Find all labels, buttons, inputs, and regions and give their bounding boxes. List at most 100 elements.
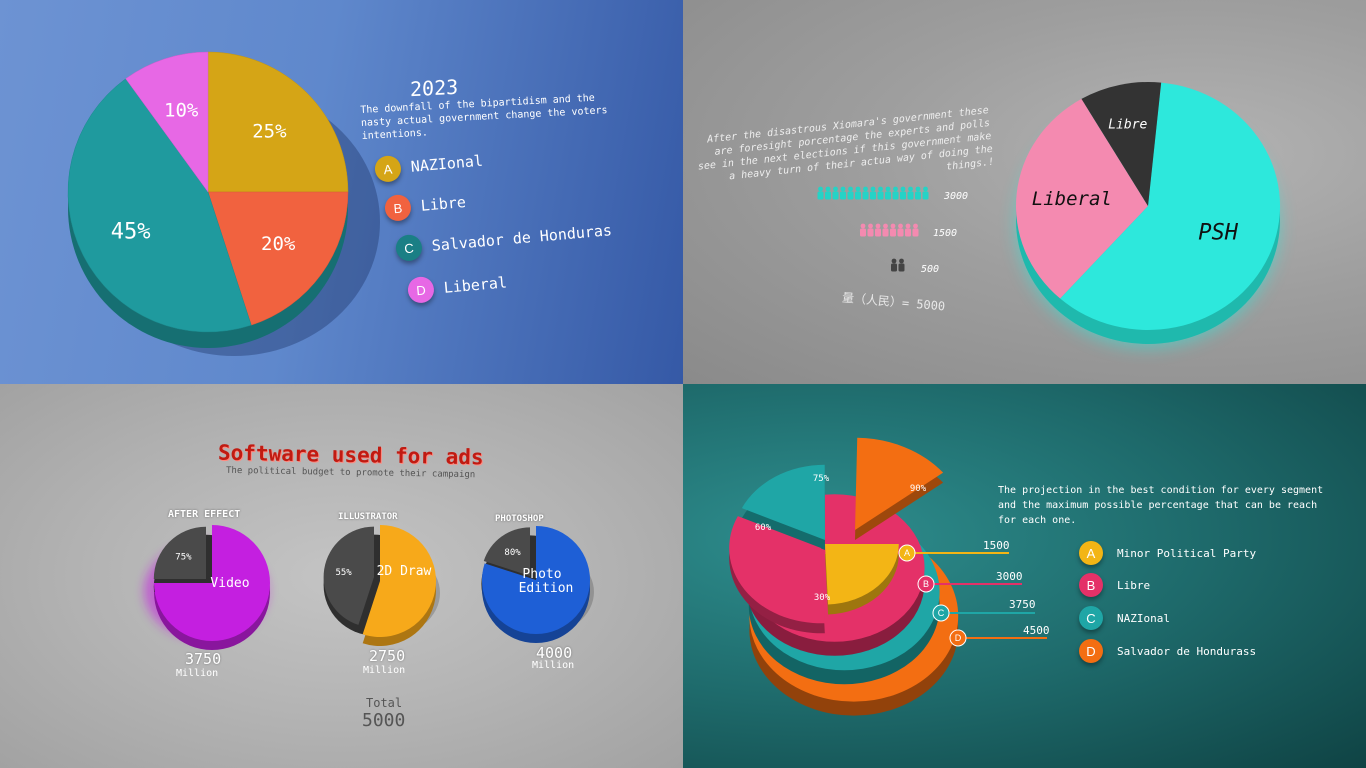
wedge-c: [741, 464, 825, 540]
person-icon-body: [882, 228, 889, 237]
software-pie-1: 75% Video: [144, 525, 270, 650]
person-icon: [818, 186, 823, 192]
pie-chart-forecast: PSH Liberal Libre: [817, 81, 1280, 348]
pie-slice-remainder: [153, 526, 206, 579]
total-label: Total: [366, 696, 403, 710]
person-icon: [883, 223, 888, 229]
unit-illustrator: Million: [363, 665, 406, 676]
unit-after-effect: Million: [176, 668, 219, 679]
person-icon: [848, 186, 853, 192]
legend-label-b: Libre: [1117, 578, 1151, 592]
person-icon-body: [862, 191, 869, 200]
person-icon: [893, 186, 898, 192]
person-icon: [913, 223, 918, 229]
percent-label-b: 60%: [755, 523, 772, 533]
value-d: 4500: [1023, 624, 1050, 637]
caption-after-effect: AFTER EFFECT: [168, 509, 241, 520]
person-icon: [875, 223, 881, 229]
person-icon: [905, 223, 911, 229]
person-icon-body: [840, 191, 846, 200]
legend-label-b: Libre: [420, 192, 467, 215]
person-icon-body: [870, 191, 876, 200]
pie-slice-libre: [1081, 81, 1162, 206]
pictogram-value-3000: 3000: [944, 191, 969, 202]
person-icon: [923, 186, 928, 192]
slice-label: Photo: [522, 567, 561, 582]
slice-label: Video: [210, 576, 249, 591]
point-key-b: B: [923, 579, 929, 589]
pie-slice-liberal: [1016, 98, 1148, 299]
slice-label-b: 20%: [261, 233, 296, 255]
slice-label-c: 45%: [111, 219, 151, 244]
person-icon-body: [890, 228, 896, 237]
value-a: 1500: [983, 539, 1010, 552]
person-icon-body: [877, 191, 884, 200]
wedge-a: [825, 543, 899, 605]
pictogram-value-1500: 1500: [933, 228, 958, 239]
person-icon: [870, 186, 876, 192]
person-icon-body: [905, 228, 911, 237]
wedge-b: [729, 516, 825, 624]
person-icon-body: [832, 191, 839, 200]
legend-label-c: NAZIonal: [1117, 611, 1170, 625]
slice-label-psh: PSH: [1198, 221, 1238, 246]
pie-slice-main: [154, 525, 270, 641]
person-icon-body: [891, 263, 897, 272]
point-badge-d: [949, 629, 967, 647]
wedge-d: [855, 437, 944, 530]
person-icon-body: [867, 228, 874, 237]
pie-slice-b: [207, 191, 349, 326]
person-icon-body: [912, 228, 919, 237]
legend-item-c: C NAZIonal: [1079, 606, 1170, 630]
pie-slice-main: [362, 525, 436, 637]
slice-label-libre: Libre: [1108, 117, 1147, 132]
chart-panel-2023: 25% 20% 45% 10% 2023 The downfall of the bi…: [0, 0, 683, 384]
amount-photoshop: 4000: [536, 644, 573, 662]
point-key-a: A: [904, 548, 910, 558]
software-title: Software used for ads: [217, 440, 484, 470]
person-icon-body: [817, 191, 824, 200]
point-badge-c: [932, 604, 950, 622]
person-icon: [890, 223, 896, 229]
pictogram-value-500: 500: [921, 264, 940, 275]
chart-title: 2023: [410, 74, 459, 102]
person-icon: [860, 223, 866, 229]
pictogram-row-1500: [860, 223, 919, 237]
person-icon-body: [875, 228, 881, 237]
legend-label-d: Salvador de Hondurass: [1117, 644, 1257, 658]
total-value: 5000: [362, 710, 406, 731]
slice-label: 2D Draw: [377, 564, 432, 579]
person-icon-body: [847, 191, 854, 200]
percent-label-c: 75%: [813, 474, 830, 484]
person-icon-body: [825, 191, 831, 200]
projection-description: The projection in the best condition for…: [998, 485, 1324, 526]
pie-slice-remainder: [483, 527, 530, 576]
legend-badge-b: B: [383, 193, 413, 222]
chart-panel-projection: 30% 60% 75% 90% A B C D The projection in the b…: [683, 384, 1366, 768]
point-key-d: D: [955, 633, 962, 643]
legend-badge-d: D: [1079, 639, 1103, 663]
percent-label: 80%: [504, 548, 521, 558]
legend-item-b: B Libre: [1079, 573, 1150, 597]
person-icon-body: [915, 191, 921, 200]
pie-chart-2023: 25% 20% 45% 10%: [67, 51, 380, 356]
percent-label-a: 30%: [814, 593, 831, 603]
person-icon: [908, 186, 913, 192]
person-icon: [898, 223, 903, 229]
person-icon-body: [860, 228, 866, 237]
percent-label-d: 90%: [910, 484, 927, 494]
person-icon: [868, 223, 873, 229]
amount-after-effect: 3750: [185, 650, 222, 668]
pie-slice-main: [482, 526, 591, 634]
caption-photoshop: PHOTOSHOP: [495, 514, 544, 524]
pie-chart-projection: 30% 60% 75% 90% A B C D: [729, 437, 1047, 716]
legend-badge-a: A: [1079, 541, 1103, 565]
amount-illustrator: 2750: [369, 647, 406, 665]
legend-badge-c: C: [1079, 606, 1103, 630]
person-icon-body: [885, 191, 891, 200]
person-icon: [840, 186, 846, 192]
slice-label: Edition: [519, 581, 574, 596]
person-icon: [833, 186, 838, 192]
legend-badge-d: D: [406, 275, 436, 304]
chart-panel-software: 75% Video 55% 2D Draw 80% Photo Edition Softwa…: [0, 384, 683, 768]
